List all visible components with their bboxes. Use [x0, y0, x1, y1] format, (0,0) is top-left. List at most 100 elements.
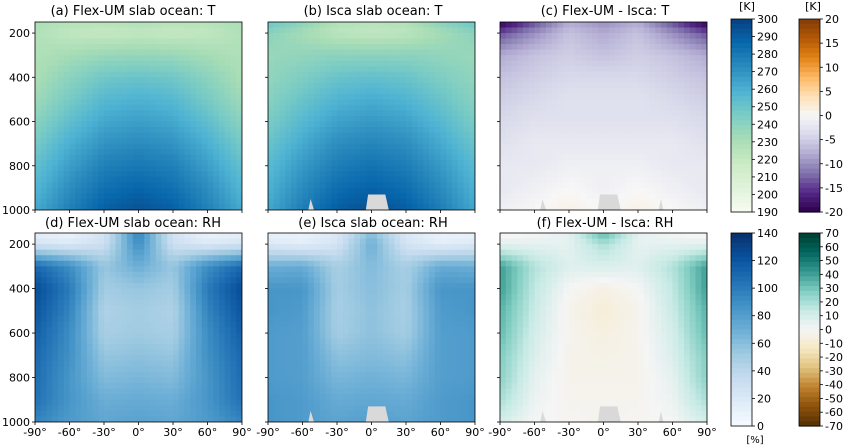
heatmap-cell — [104, 288, 111, 295]
heatmap-cell — [360, 66, 367, 73]
heatmap-cell — [81, 233, 88, 240]
heatmap-cell — [279, 77, 286, 84]
heatmap-cell — [546, 143, 553, 150]
heatmap-cell — [308, 66, 315, 73]
heatmap-cell — [184, 49, 191, 56]
heatmap-cell — [285, 49, 292, 56]
heatmap-cell — [592, 33, 599, 40]
heatmap-cell — [127, 394, 134, 401]
heatmap-cell — [337, 154, 344, 161]
heatmap-cell — [173, 366, 180, 373]
heatmap-cell — [46, 165, 53, 172]
heatmap-cell — [308, 149, 315, 156]
heatmap-cell — [689, 55, 697, 62]
heatmap-cell — [603, 127, 610, 134]
heatmap-cell — [580, 138, 587, 145]
heatmap-cell — [35, 187, 42, 195]
heatmap-cell — [109, 233, 117, 240]
heatmap-cell — [104, 193, 111, 200]
heatmap-cell — [127, 316, 134, 323]
heatmap-cell — [319, 132, 327, 139]
heatmap-cell — [236, 377, 242, 384]
heatmap-cell — [150, 316, 157, 323]
heatmap-cell — [678, 116, 685, 123]
heatmap-cell — [236, 260, 242, 267]
heatmap-cell — [144, 22, 151, 29]
heatmap-cell — [417, 33, 424, 40]
heatmap-cell — [98, 388, 105, 395]
heatmap-cell — [655, 198, 662, 206]
heatmap-cell — [219, 138, 226, 145]
heatmap-cell — [190, 165, 197, 172]
heatmap-cell — [505, 93, 513, 101]
heatmap-cell — [285, 88, 292, 95]
heatmap-cell — [40, 377, 48, 384]
heatmap-cell — [196, 249, 203, 256]
heatmap-cell — [155, 416, 163, 422]
heatmap-cell — [655, 44, 662, 51]
heatmap-cell — [201, 198, 209, 206]
heatmap-cell — [337, 182, 344, 189]
heatmap-cell — [230, 187, 237, 195]
heatmap-cell — [190, 233, 197, 240]
heatmap-cell — [268, 93, 275, 101]
heatmap-cell — [109, 71, 117, 78]
heatmap-cell — [523, 116, 530, 123]
heatmap-cell — [196, 88, 203, 95]
heatmap-cell — [377, 77, 384, 84]
heatmap-cell — [98, 88, 105, 95]
heatmap-cell — [81, 22, 88, 29]
heatmap-cell — [184, 138, 191, 145]
heatmap-cell — [46, 138, 53, 145]
heatmap-cell — [121, 283, 128, 290]
heatmap-cell — [150, 338, 157, 345]
heatmap-cell — [511, 99, 518, 106]
heatmap-cell — [196, 305, 203, 312]
heatmap-cell — [138, 344, 145, 351]
heatmap-cell — [138, 316, 145, 323]
heatmap-cell — [150, 366, 157, 373]
heatmap-cell — [394, 182, 401, 189]
heatmap-cell — [291, 27, 298, 34]
heatmap-cell — [406, 138, 413, 145]
heatmap-cell — [325, 71, 332, 78]
heatmap-cell — [314, 88, 321, 95]
heatmap-cell — [649, 116, 656, 123]
heatmap-cell — [104, 88, 111, 95]
heatmap-cell — [190, 77, 197, 84]
heatmap-cell — [678, 193, 685, 200]
heatmap-cell — [638, 198, 645, 206]
heatmap-cell — [92, 344, 99, 351]
heatmap-cell — [434, 187, 442, 195]
heatmap-cell — [463, 182, 470, 189]
heatmap-cell — [603, 44, 610, 51]
heatmap-cell — [190, 249, 197, 256]
heatmap-cell — [695, 154, 702, 161]
heatmap-cell — [40, 110, 48, 117]
heatmap-cell — [190, 255, 197, 262]
heatmap-cell — [40, 99, 48, 106]
heatmap-cell — [540, 22, 547, 29]
heatmap-cell — [173, 116, 180, 123]
heatmap-cell — [178, 204, 186, 210]
heatmap-cell — [528, 110, 536, 117]
heatmap-cell — [81, 327, 88, 334]
heatmap-cell — [98, 310, 105, 317]
heatmap-cell — [511, 38, 518, 45]
heatmap-cell — [649, 49, 656, 56]
heatmap-cell — [337, 187, 344, 195]
heatmap-cell — [528, 77, 536, 84]
heatmap-cell — [365, 104, 373, 112]
heatmap-cell — [219, 244, 226, 251]
heatmap-cell — [144, 410, 151, 418]
heatmap-cell — [632, 66, 639, 73]
heatmap-cell — [632, 99, 639, 106]
heatmap-cell — [684, 138, 691, 145]
heatmap-cell — [563, 38, 570, 45]
heatmap-cell — [534, 82, 541, 89]
heatmap-cell — [626, 88, 633, 95]
heatmap-cell — [63, 316, 71, 323]
heatmap-cell — [440, 71, 447, 78]
heatmap-cell — [98, 193, 105, 200]
heatmap-cell — [236, 38, 242, 45]
